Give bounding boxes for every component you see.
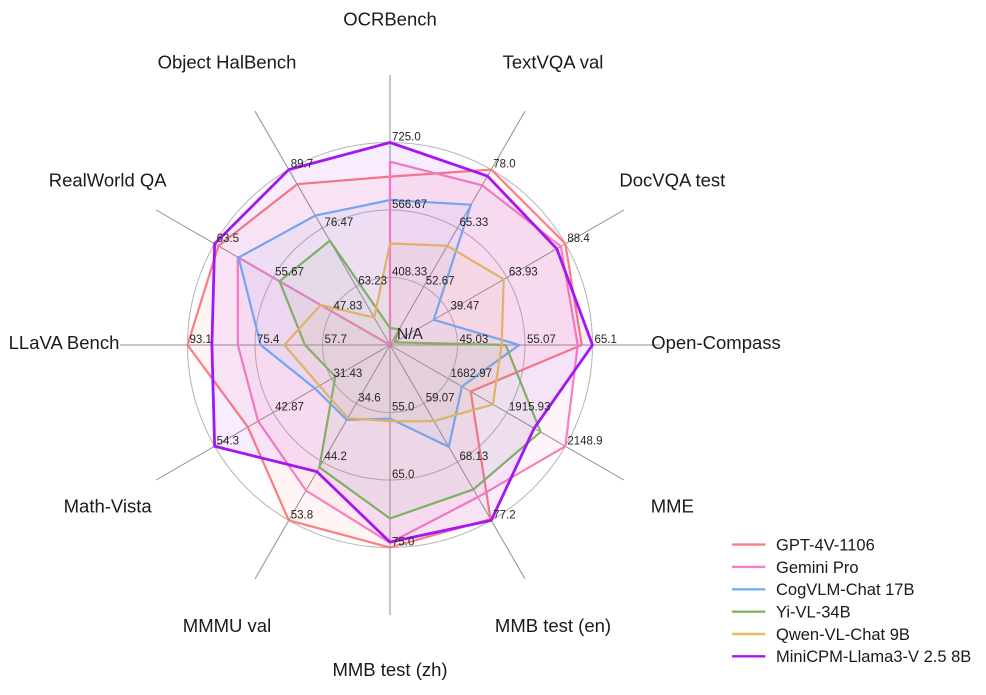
svg-text:566.67: 566.67 [392, 199, 427, 211]
svg-text:65.0: 65.0 [392, 469, 414, 481]
svg-text:55.67: 55.67 [275, 267, 304, 279]
svg-text:53.8: 53.8 [291, 509, 313, 521]
svg-text:OCRBench: OCRBench [343, 9, 437, 30]
svg-text:59.07: 59.07 [426, 392, 455, 404]
svg-text:Qwen-VL-Chat 9B: Qwen-VL-Chat 9B [776, 626, 910, 644]
svg-text:725.0: 725.0 [392, 132, 421, 144]
svg-text:1682.97: 1682.97 [450, 368, 492, 380]
svg-text:54.3: 54.3 [217, 435, 239, 447]
svg-text:88.4: 88.4 [567, 233, 590, 245]
svg-text:LLaVA Bench: LLaVA Bench [9, 332, 120, 353]
svg-text:2148.9: 2148.9 [567, 435, 602, 447]
svg-text:TextVQA val: TextVQA val [503, 52, 604, 73]
svg-text:Gemini Pro: Gemini Pro [776, 559, 859, 577]
svg-text:42.87: 42.87 [275, 402, 304, 414]
svg-text:93.1: 93.1 [190, 334, 212, 346]
svg-text:Math-Vista: Math-Vista [64, 496, 153, 517]
svg-text:55.0: 55.0 [392, 402, 414, 414]
svg-text:DocVQA test: DocVQA test [619, 170, 725, 191]
svg-text:MiniCPM-Llama3-V 2.5 8B: MiniCPM-Llama3-V 2.5 8B [776, 648, 971, 666]
svg-text:52.67: 52.67 [426, 276, 455, 288]
svg-text:GPT-4V-1106: GPT-4V-1106 [776, 536, 875, 554]
svg-text:63.23: 63.23 [358, 276, 387, 288]
svg-text:44.2: 44.2 [325, 451, 347, 463]
svg-text:MMB test (en): MMB test (en) [495, 615, 611, 636]
svg-text:63.93: 63.93 [509, 267, 538, 279]
svg-text:408.33: 408.33 [392, 267, 427, 279]
svg-text:47.83: 47.83 [334, 300, 363, 312]
svg-text:MME: MME [651, 496, 694, 517]
svg-text:76.47: 76.47 [325, 217, 354, 229]
svg-text:75.4: 75.4 [257, 334, 280, 346]
svg-text:Open-Compass: Open-Compass [651, 332, 781, 353]
svg-text:39.47: 39.47 [450, 300, 479, 312]
svg-text:Yi-VL-34B: Yi-VL-34B [776, 603, 851, 621]
svg-text:MMMU val: MMMU val [183, 615, 271, 636]
svg-text:RealWorld QA: RealWorld QA [49, 170, 168, 191]
svg-text:CogVLM-Chat 17B: CogVLM-Chat 17B [776, 581, 915, 599]
svg-text:1915.93: 1915.93 [509, 402, 551, 414]
svg-text:63.5: 63.5 [217, 233, 239, 245]
svg-text:68.13: 68.13 [460, 451, 489, 463]
svg-text:78.0: 78.0 [493, 159, 515, 171]
svg-text:MMB test (zh): MMB test (zh) [332, 659, 447, 680]
svg-text:57.7: 57.7 [325, 334, 347, 346]
svg-text:55.07: 55.07 [527, 334, 556, 346]
svg-text:31.43: 31.43 [334, 368, 363, 380]
svg-text:Object HalBench: Object HalBench [158, 52, 297, 73]
svg-text:89.7: 89.7 [291, 159, 313, 171]
svg-text:45.03: 45.03 [460, 334, 489, 346]
svg-text:65.33: 65.33 [460, 217, 489, 229]
svg-text:65.1: 65.1 [595, 334, 617, 346]
svg-text:77.2: 77.2 [493, 509, 515, 521]
svg-text:N/A: N/A [397, 326, 424, 343]
svg-text:75.0: 75.0 [392, 537, 414, 549]
svg-text:34.6: 34.6 [358, 392, 380, 404]
